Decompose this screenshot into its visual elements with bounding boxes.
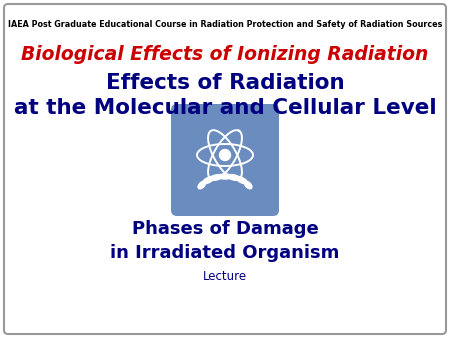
FancyBboxPatch shape	[171, 104, 279, 216]
Ellipse shape	[231, 175, 240, 180]
Ellipse shape	[244, 181, 252, 189]
Text: Effects of Radiation: Effects of Radiation	[106, 73, 344, 93]
Text: Biological Effects of Ionizing Radiation: Biological Effects of Ionizing Radiation	[21, 45, 429, 64]
Text: Lecture: Lecture	[203, 270, 247, 283]
Ellipse shape	[205, 176, 214, 183]
Ellipse shape	[228, 174, 237, 180]
Circle shape	[220, 149, 230, 161]
Ellipse shape	[219, 174, 228, 179]
Text: in Irradiated Organism: in Irradiated Organism	[110, 244, 340, 262]
Text: Phases of Damage: Phases of Damage	[131, 220, 319, 238]
Ellipse shape	[198, 181, 206, 189]
Ellipse shape	[244, 181, 252, 189]
Ellipse shape	[203, 178, 212, 184]
Ellipse shape	[210, 175, 219, 180]
Ellipse shape	[213, 174, 222, 180]
Text: at the Molecular and Cellular Level: at the Molecular and Cellular Level	[14, 98, 436, 118]
FancyBboxPatch shape	[4, 4, 446, 334]
Ellipse shape	[236, 176, 245, 183]
Ellipse shape	[198, 181, 206, 189]
Text: IAEA Post Graduate Educational Course in Radiation Protection and Safety of Radi: IAEA Post Graduate Educational Course in…	[8, 20, 442, 29]
Ellipse shape	[222, 174, 231, 179]
Ellipse shape	[238, 178, 247, 184]
